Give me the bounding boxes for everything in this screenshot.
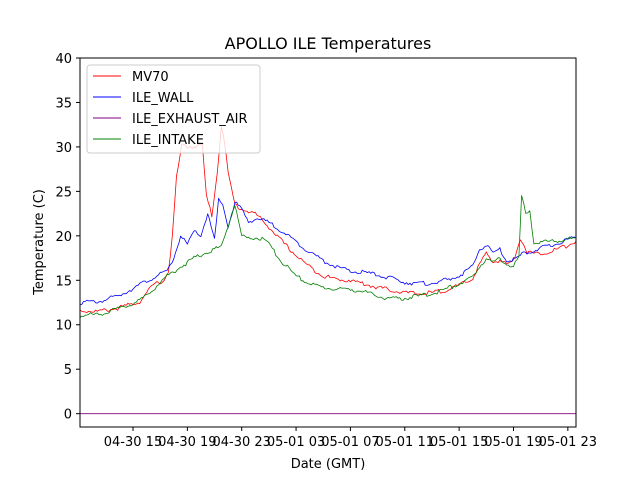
x-tick-label: 04-30 19 bbox=[158, 435, 216, 450]
axes-frame bbox=[79, 57, 577, 428]
y-tick-label: 40 bbox=[55, 52, 72, 67]
x-tick-label: 05-01 11 bbox=[376, 435, 434, 450]
chart-title: APOLLO ILE Temperatures bbox=[225, 34, 432, 53]
x-tick-label: 05-01 23 bbox=[539, 435, 597, 450]
y-tick-label: 25 bbox=[55, 185, 72, 200]
y-tick-label: 35 bbox=[55, 96, 72, 111]
x-tick-label: 05-01 15 bbox=[430, 435, 488, 450]
x-tick-label: 04-30 15 bbox=[104, 435, 162, 450]
legend-label: ILE_WALL bbox=[132, 91, 194, 106]
y-ticks: 0 5 10 15 20 25 30 35 40 bbox=[55, 52, 80, 423]
y-tick-label: 30 bbox=[55, 141, 72, 156]
x-tick-label: 05-01 07 bbox=[321, 435, 379, 450]
series-line-mv70 bbox=[79, 126, 577, 313]
legend-label: ILE_EXHAUST_AIR bbox=[132, 112, 248, 127]
legend: MV70 ILE_WALL ILE_EXHAUST_AIR ILE_INTAKE bbox=[86, 64, 261, 154]
series-layer bbox=[79, 126, 577, 415]
legend-label: MV70 bbox=[132, 70, 169, 85]
series-line-ile-wall bbox=[79, 197, 577, 306]
x-tick-label: 04-30 23 bbox=[212, 435, 270, 450]
y-tick-label: 5 bbox=[64, 363, 72, 378]
legend-box bbox=[86, 64, 261, 154]
x-tick-label: 05-01 19 bbox=[484, 435, 542, 450]
y-tick-label: 15 bbox=[55, 274, 72, 289]
y-tick-label: 10 bbox=[55, 319, 72, 334]
x-tick-label: 05-01 03 bbox=[267, 435, 325, 450]
legend-label: ILE_INTAKE bbox=[132, 133, 204, 148]
y-axis-label: Temperature (C) bbox=[32, 189, 47, 296]
y-tick-label: 0 bbox=[64, 408, 72, 423]
x-axis-label: Date (GMT) bbox=[291, 457, 366, 472]
y-tick-label: 20 bbox=[55, 230, 72, 245]
series-line-ile-intake bbox=[79, 195, 577, 318]
